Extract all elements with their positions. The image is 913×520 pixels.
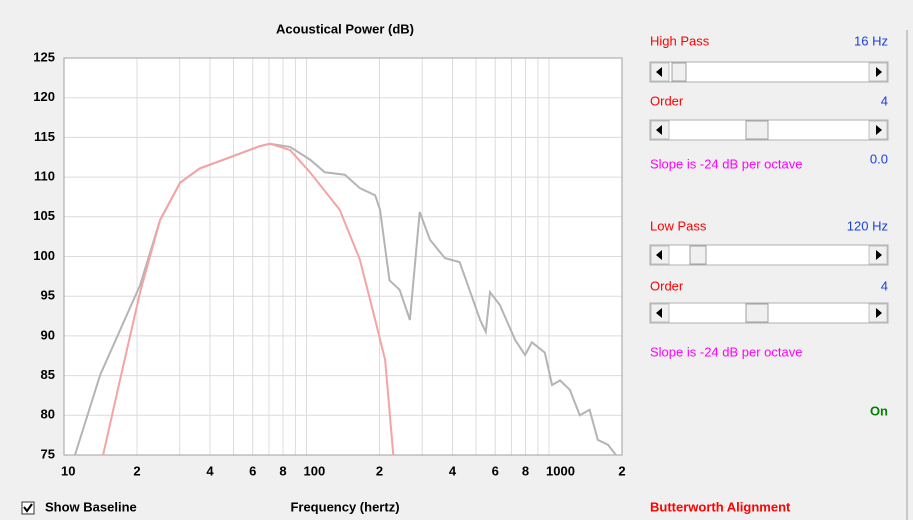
series-line (102, 142, 395, 456)
y-tick-label: 125 (33, 49, 55, 64)
checkbox-label[interactable]: Show Baseline (45, 499, 137, 514)
scrollbar[interactable] (649, 61, 889, 83)
x-tick-label: 10 (61, 463, 75, 478)
label: Low Pass (650, 218, 707, 233)
x-tick-label: 2 (376, 463, 383, 478)
x-tick-label: 8 (522, 463, 529, 478)
y-tick-label: 80 (41, 407, 55, 422)
checkbox[interactable] (21, 501, 35, 515)
x-tick-label: 4 (206, 463, 214, 478)
y-tick-label: 95 (41, 288, 55, 303)
alignment: Butterworth Alignment (650, 499, 791, 514)
slope-text: Slope is -24 dB per octave (650, 156, 802, 171)
plot-frame (63, 57, 623, 456)
x-tick-label: 2 (618, 463, 625, 478)
y-tick-label: 100 (33, 248, 55, 263)
y-tick-label: 120 (33, 89, 55, 104)
y-tick-label: 85 (41, 367, 55, 382)
slope-text: Slope is -24 dB per octave (650, 344, 802, 359)
chart-title: Acoustical Power (dB) (276, 21, 414, 36)
y-tick-label: 110 (34, 169, 55, 184)
label: High Pass (650, 33, 710, 48)
scrollbar[interactable] (649, 119, 889, 141)
x-axis-label: Frequency (hertz) (290, 499, 399, 514)
value: 4 (881, 93, 888, 108)
plot: 10 2 4 6 8 100 2 4 6 8 1000 2 75 80 85 90 95 100 105 110 115… (33, 49, 625, 478)
x-tick-label: 8 (279, 463, 286, 478)
value: 16 Hz (854, 33, 888, 48)
label: Order (650, 93, 684, 108)
y-tick-label: 75 (41, 446, 55, 461)
y-tick-label: 115 (34, 129, 55, 144)
x-tick-label: 2 (133, 463, 140, 478)
x-tick-label: 100 (304, 463, 326, 478)
label: Order (650, 278, 684, 293)
status: On (870, 403, 888, 418)
value: 120 Hz (847, 218, 888, 233)
scrollbar[interactable] (649, 302, 889, 324)
x-tick-label: 6 (492, 463, 499, 478)
value: 0.0 (870, 151, 888, 166)
x-tick-label: 4 (449, 463, 457, 478)
x-tick-label: 1000 (546, 463, 575, 478)
scrollbar[interactable] (649, 244, 889, 266)
y-tick-label: 105 (33, 208, 55, 223)
value: 4 (881, 278, 888, 293)
y-tick-label: 90 (41, 327, 55, 342)
x-tick-label: 6 (249, 463, 256, 478)
